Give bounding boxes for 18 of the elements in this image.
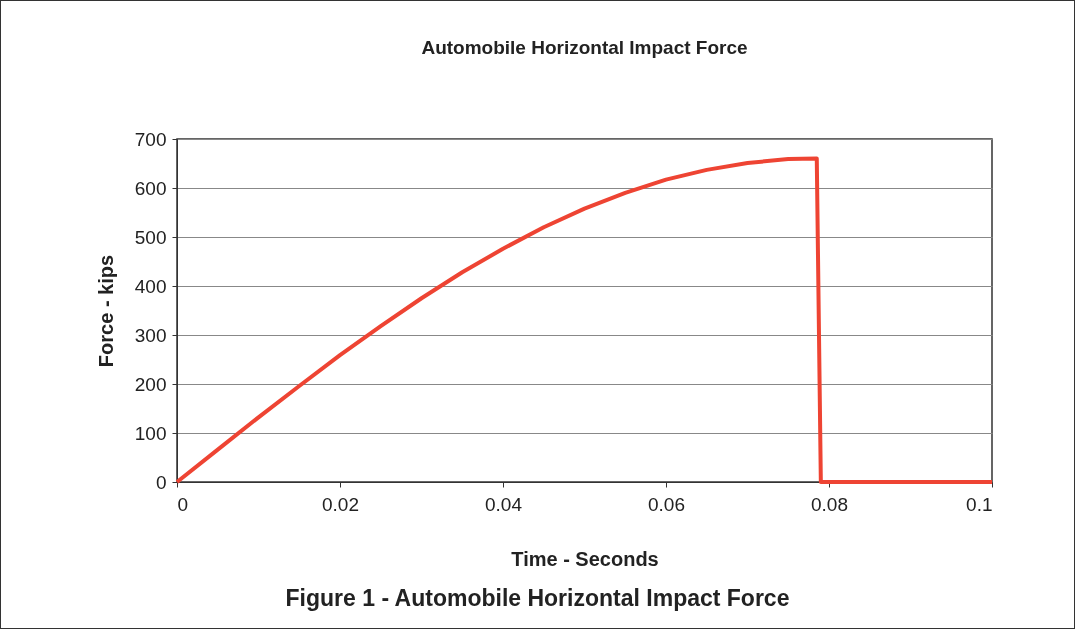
y-tick-label: 200 bbox=[134, 373, 167, 395]
y-tick-label: 600 bbox=[134, 177, 167, 199]
x-tick-label: 0.1 bbox=[966, 493, 993, 515]
x-tick-label: 0.06 bbox=[648, 493, 685, 515]
x-axis-title: Time - Seconds bbox=[511, 547, 659, 570]
y-tick-label: 300 bbox=[134, 324, 167, 346]
y-tick-label: 500 bbox=[134, 226, 167, 248]
x-tick-label: 0.04 bbox=[485, 493, 523, 515]
y-tick-label: 100 bbox=[134, 422, 167, 444]
chart-title: Automobile Horizontal Impact Force bbox=[421, 37, 748, 58]
y-tick-label: 400 bbox=[134, 275, 167, 297]
y-tick-label: 700 bbox=[134, 128, 167, 150]
y-axis-title: Force - kips bbox=[94, 254, 117, 368]
x-tick-label: 0.02 bbox=[322, 493, 359, 515]
x-tick-label: 0.08 bbox=[811, 493, 848, 515]
caption: Figure 1 - Automobile Horizontal Impact Force bbox=[284, 585, 791, 612]
y-tick-label: 0 bbox=[155, 471, 167, 493]
x-tick-label: 0 bbox=[177, 493, 189, 515]
